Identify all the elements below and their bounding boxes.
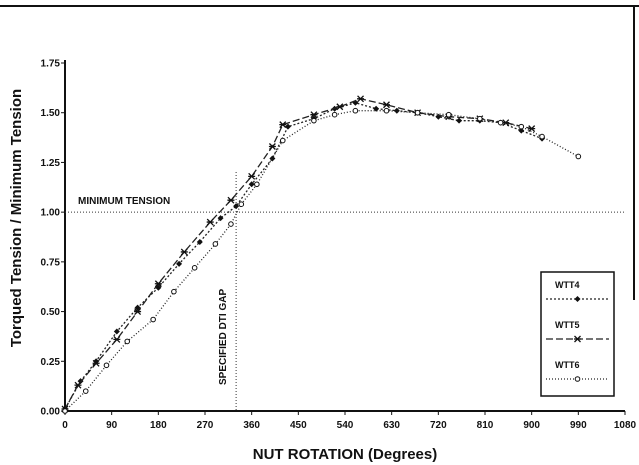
y-tick-label: 0.00: [41, 407, 61, 418]
data-point: [393, 107, 400, 114]
y-tick-label: 1.75: [41, 59, 61, 70]
series-wtt5: [61, 95, 536, 413]
data-point: [212, 241, 219, 247]
data-point: [311, 117, 317, 124]
data-point: [113, 335, 121, 343]
data-point: [445, 111, 452, 118]
data-point: [279, 137, 286, 144]
series-wtt6: [62, 107, 582, 414]
data-point: [248, 172, 256, 180]
data-point: [310, 111, 318, 119]
x-tick-label: 1080: [614, 420, 637, 431]
data-point: [477, 115, 483, 122]
series-layer: [61, 95, 582, 414]
data-point: [62, 408, 68, 414]
data-point: [518, 123, 525, 130]
x-tick-label: 540: [337, 420, 354, 431]
x-tick-label: 630: [383, 420, 400, 431]
data-point: [414, 109, 421, 116]
reference-lines: MINIMUM TENSION SPECIFIED DTI GAP: [65, 172, 625, 411]
data-point: [336, 103, 344, 111]
data-point: [228, 221, 234, 227]
x-tick-label: 360: [243, 420, 260, 431]
legend-box: [540, 271, 615, 397]
x-tick-label: 180: [150, 420, 167, 431]
data-point: [383, 107, 390, 114]
data-point: [206, 218, 214, 226]
legend-label-wtt6: WTT6: [555, 360, 580, 370]
y-tick-label: 1.50: [41, 108, 61, 119]
data-point: [382, 101, 390, 109]
y-tick-label: 1.00: [41, 208, 61, 219]
data-point: [456, 117, 463, 124]
data-point: [154, 280, 162, 288]
data-point: [254, 181, 260, 188]
series-line: [64, 102, 543, 410]
legend-label-wtt4: WTT4: [555, 280, 580, 290]
dti-gap-label: SPECIFIED DTI GAP: [218, 289, 229, 385]
x-tick-label: 90: [106, 420, 118, 431]
data-point: [575, 153, 582, 160]
x-tick-label: 990: [570, 420, 587, 431]
data-point: [74, 381, 82, 389]
data-point: [352, 107, 359, 114]
x-tick-label: 900: [523, 420, 540, 431]
data-point: [124, 338, 131, 345]
data-point: [92, 359, 100, 367]
minimum-tension-label: MINIMUM TENSION: [78, 196, 170, 207]
x-axis-title: NUT ROTATION (Degrees): [253, 446, 437, 463]
data-point: [150, 316, 156, 323]
data-point: [279, 121, 287, 129]
data-point: [574, 335, 581, 343]
data-point: [217, 215, 224, 222]
series-wtt4: [62, 99, 546, 413]
y-tick-label: 0.25: [41, 357, 61, 368]
data-point: [233, 203, 240, 210]
data-point: [238, 201, 245, 207]
legend: WTT4 WTT5 WTT6: [540, 271, 615, 397]
y-tick-label: 1.25: [41, 158, 61, 169]
data-point: [82, 388, 89, 394]
data-point: [497, 119, 504, 126]
data-point: [176, 260, 183, 267]
data-point: [528, 125, 536, 133]
data-point: [227, 196, 235, 204]
data-point: [574, 376, 581, 382]
series-line: [64, 110, 579, 412]
data-point: [180, 248, 188, 256]
y-tick-label: 0.75: [41, 257, 61, 268]
x-tick-label: 810: [477, 420, 494, 431]
legend-label-wtt5: WTT5: [555, 320, 580, 330]
data-point: [574, 296, 581, 302]
data-point: [331, 111, 338, 118]
data-point: [196, 238, 203, 245]
data-point: [539, 133, 545, 140]
data-point: [269, 155, 276, 162]
data-point: [248, 181, 255, 188]
data-point: [518, 127, 525, 134]
data-point: [284, 123, 291, 130]
x-tick-label: 450: [290, 420, 307, 431]
x-tick-label: 720: [430, 420, 447, 431]
data-point: [113, 328, 120, 335]
data-point: [191, 265, 198, 271]
data-point: [171, 288, 177, 295]
axes: 0 90 180 270 360 450 540 630 720 810 900 990 1080 0.0…: [41, 59, 637, 432]
data-point: [134, 308, 142, 316]
data-point: [268, 143, 276, 150]
x-tick-label: 0: [62, 420, 68, 431]
y-axis-title: Torqued Tension / Minimum Tension: [8, 89, 25, 347]
series-line: [64, 98, 532, 410]
data-point: [103, 362, 110, 369]
y-tick-label: 0.50: [41, 307, 61, 318]
x-tick-label: 270: [197, 420, 214, 431]
data-point: [357, 95, 365, 103]
